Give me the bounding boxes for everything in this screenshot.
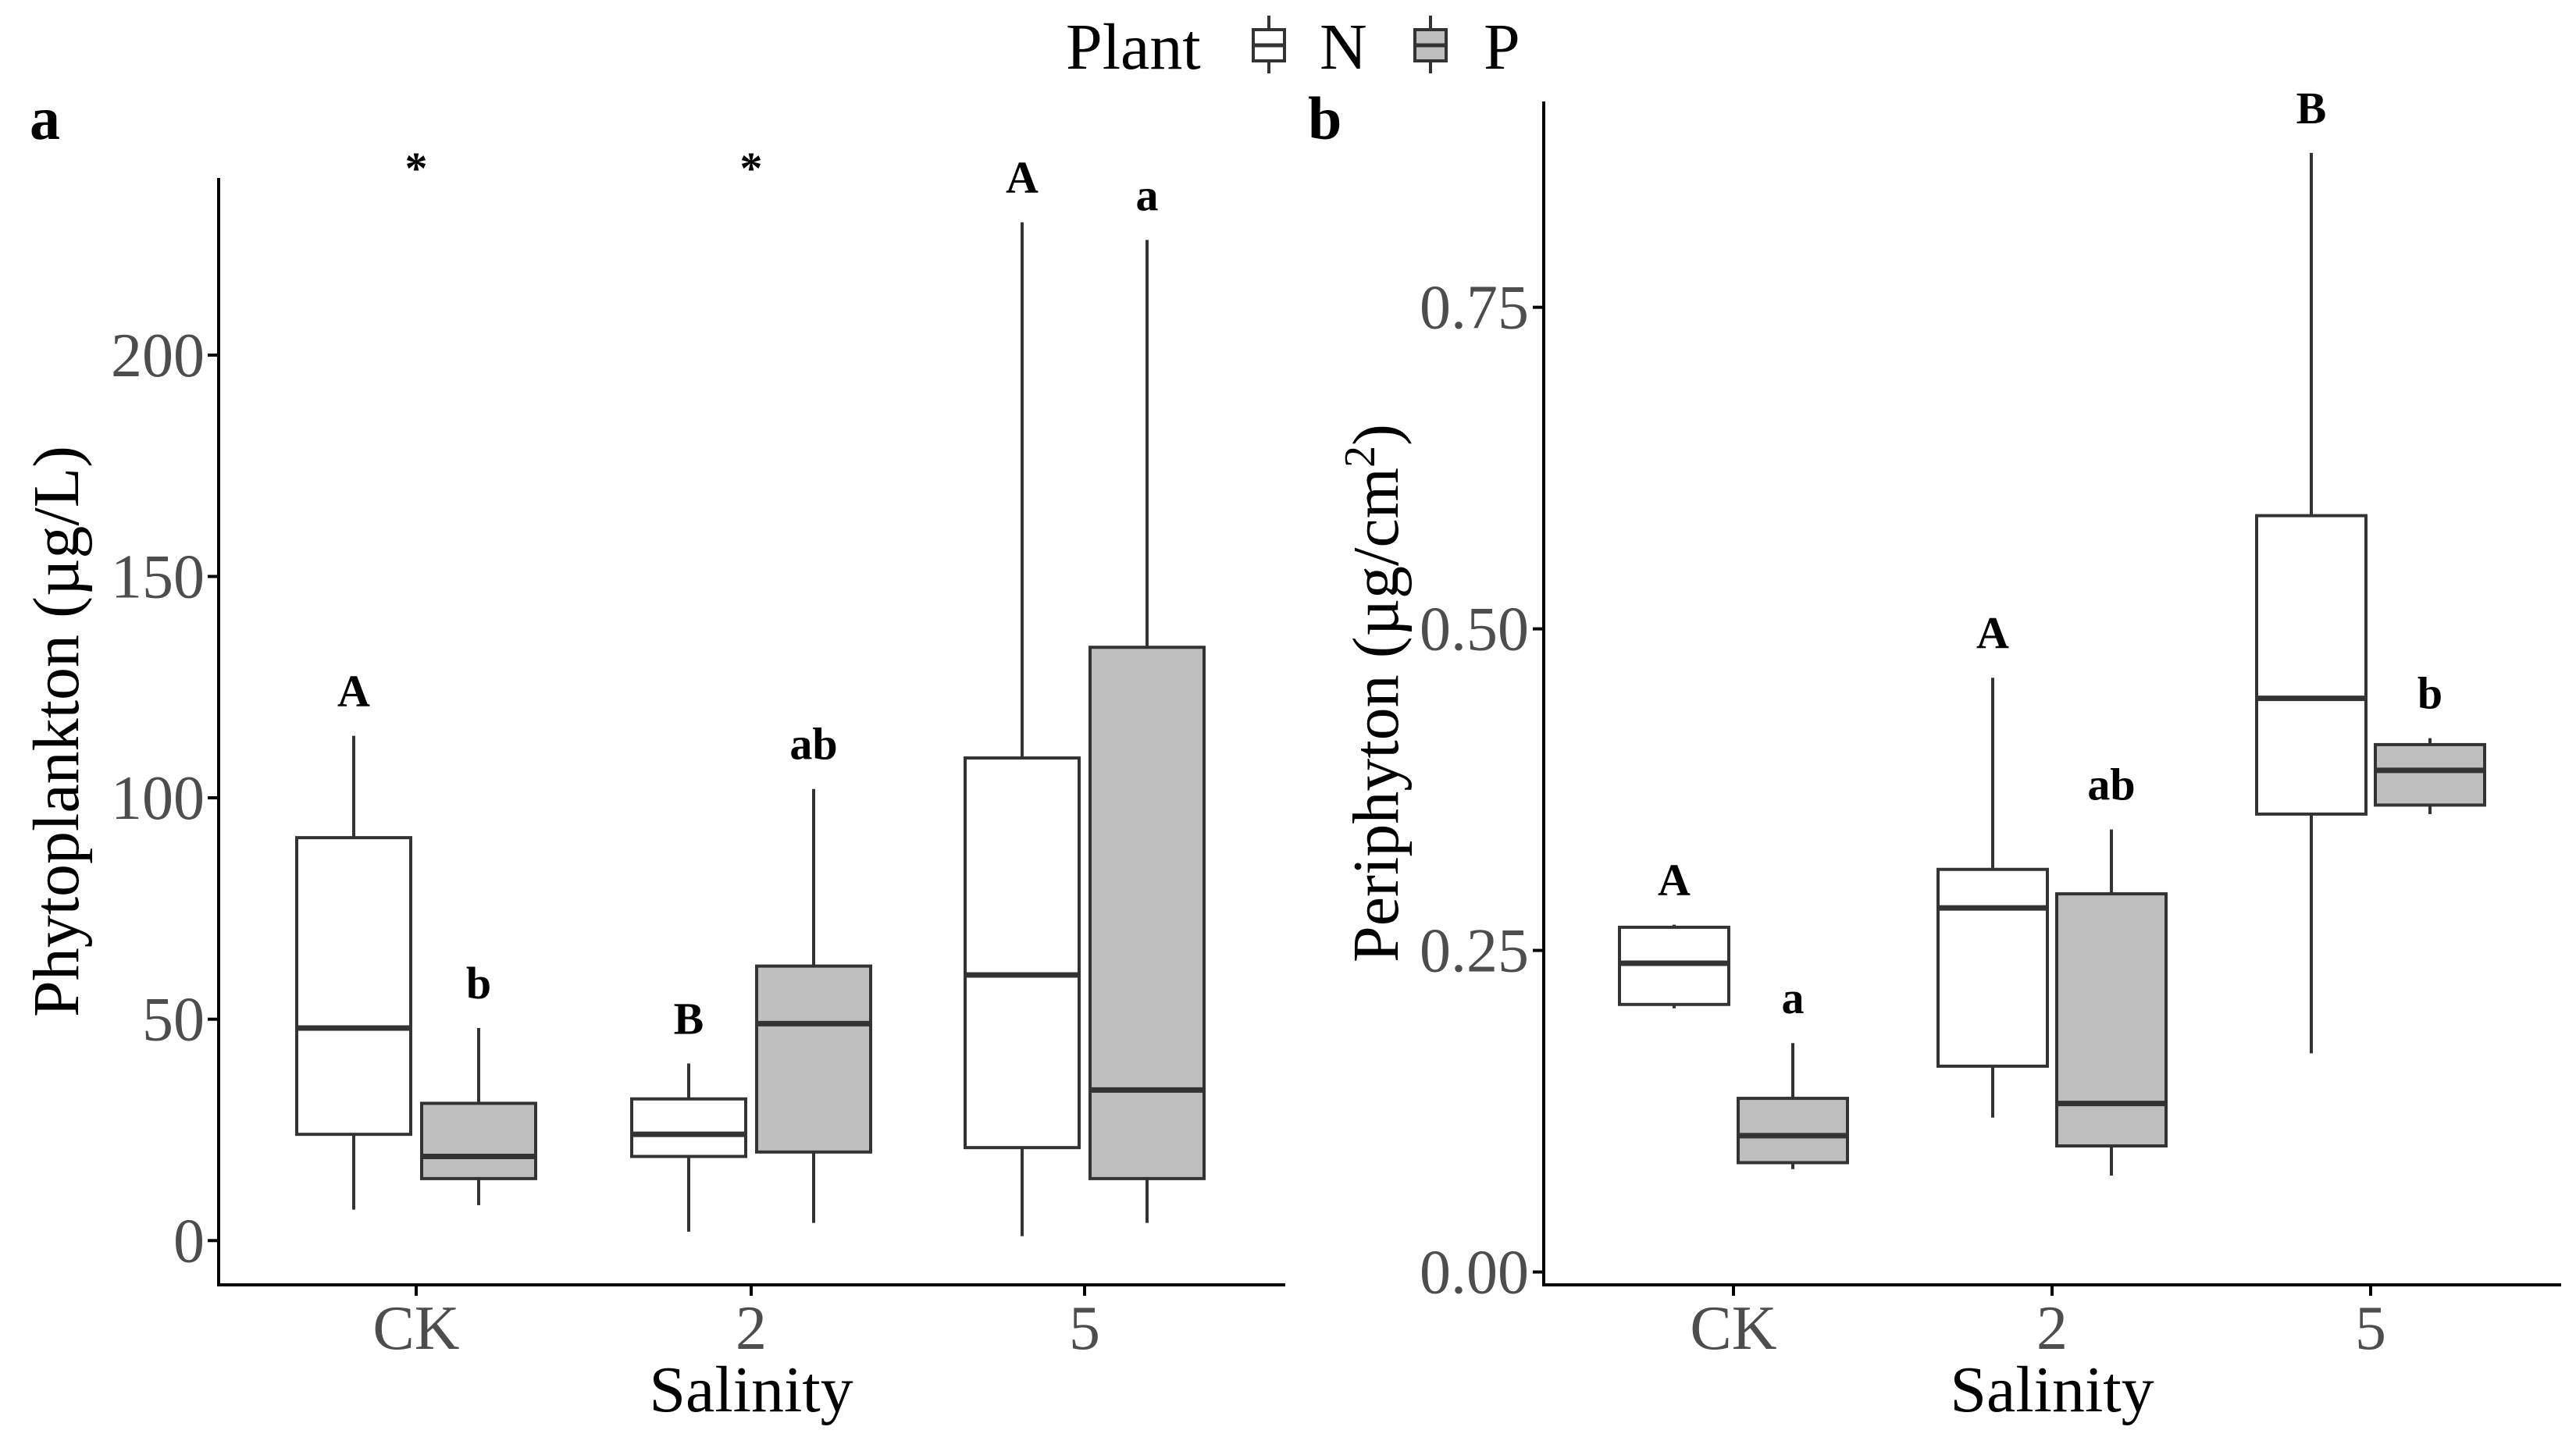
y-tick-label: 0.00 bbox=[1420, 1239, 1529, 1307]
box-p-2: ab bbox=[755, 719, 872, 1223]
x-tick-label: 5 bbox=[1069, 1294, 1100, 1363]
box-n-5: B bbox=[2255, 83, 2368, 1054]
box-body bbox=[630, 1097, 747, 1158]
box-p-5: b bbox=[2374, 668, 2486, 814]
significance-star: * bbox=[740, 143, 763, 194]
box-n-2: A bbox=[1936, 607, 2049, 1118]
legend-key-p bbox=[1413, 16, 1448, 73]
panel-a-ticks: 0 50 100 150 200 CK 2 5 bbox=[111, 322, 1100, 1363]
significance-letter: B bbox=[674, 993, 704, 1044]
y-tick-label: 200 bbox=[111, 322, 205, 390]
significance-letter: A bbox=[337, 666, 370, 717]
y-tick-label: 0.75 bbox=[1420, 274, 1529, 343]
panel-b-ticks: 0.00 0.25 0.50 0.75 CK 2 5 bbox=[1420, 274, 2386, 1363]
panel-a-boxes: A B Ab ab a * * bbox=[295, 143, 1206, 1236]
significance-letter: b bbox=[2417, 668, 2442, 719]
significance-star: * bbox=[405, 143, 428, 194]
significance-letter: A bbox=[1658, 855, 1691, 905]
box-body bbox=[964, 756, 1081, 1150]
box-p-2: ab bbox=[2055, 760, 2168, 1176]
box-n-ck: A bbox=[1618, 855, 1730, 1009]
panel-a-x-title: Salinity bbox=[649, 1354, 853, 1426]
x-tick-label: 5 bbox=[2355, 1294, 2386, 1363]
significance-letter: a bbox=[1782, 973, 1805, 1023]
x-tick-label: 2 bbox=[2036, 1294, 2068, 1363]
legend-label-p: P bbox=[1484, 11, 1520, 84]
significance-letter: B bbox=[2296, 83, 2327, 133]
y-tick-label: 0.25 bbox=[1420, 917, 1529, 986]
panel-a: a A B Ab ab a * * 0 50 100 150 200 CK 2 5 Salinity Ph… bbox=[20, 84, 1285, 1426]
significance-letter: b bbox=[466, 958, 491, 1009]
y-tick-label: 50 bbox=[142, 986, 205, 1055]
box-body bbox=[1737, 1097, 1849, 1165]
y-tick-label: 100 bbox=[111, 764, 205, 833]
y-tick-label: 0 bbox=[173, 1207, 205, 1275]
x-tick-label: CK bbox=[372, 1294, 459, 1363]
significance-letter: A bbox=[1976, 607, 2009, 658]
y-tick-label: 150 bbox=[111, 543, 205, 611]
box-p-ck: b bbox=[420, 958, 537, 1205]
box-n-ck: A bbox=[295, 666, 412, 1210]
panel-b-boxes: A A Ba ab b bbox=[1618, 83, 2486, 1176]
panel-label-b: b bbox=[1308, 84, 1341, 152]
significance-letter: A bbox=[1006, 152, 1039, 203]
box-body bbox=[2055, 892, 2168, 1148]
box-body bbox=[420, 1101, 537, 1180]
legend-key-n bbox=[1252, 16, 1286, 73]
box-p-ck: a bbox=[1737, 973, 1849, 1169]
box-body bbox=[2374, 742, 2486, 807]
panel-label-a: a bbox=[30, 84, 60, 152]
box-n-5: A bbox=[964, 152, 1081, 1236]
legend-label-n: N bbox=[1320, 11, 1367, 84]
box-body bbox=[1088, 646, 1206, 1180]
panel-a-y-title: Phytoplankton (µg/L) bbox=[20, 446, 93, 1017]
y-tick-label: 0.50 bbox=[1420, 596, 1529, 664]
box-body bbox=[2255, 514, 2368, 816]
x-tick-label: CK bbox=[1690, 1294, 1776, 1363]
panel-b-x-title: Salinity bbox=[1950, 1354, 2154, 1426]
panel-b-y-title: Periphyton (µg/cm2) bbox=[1336, 424, 1413, 962]
box-body bbox=[295, 836, 412, 1137]
significance-letter: ab bbox=[789, 719, 837, 770]
significance-letter: a bbox=[1136, 169, 1159, 220]
legend: Plant N P bbox=[1066, 11, 1520, 84]
box-n-2: B bbox=[630, 993, 747, 1232]
box-body bbox=[755, 964, 872, 1154]
box-p-5: a bbox=[1088, 169, 1206, 1223]
legend-title: Plant bbox=[1066, 11, 1201, 84]
box-body bbox=[1936, 867, 2049, 1068]
x-tick-label: 2 bbox=[736, 1294, 767, 1363]
significance-letter: ab bbox=[2087, 760, 2135, 810]
